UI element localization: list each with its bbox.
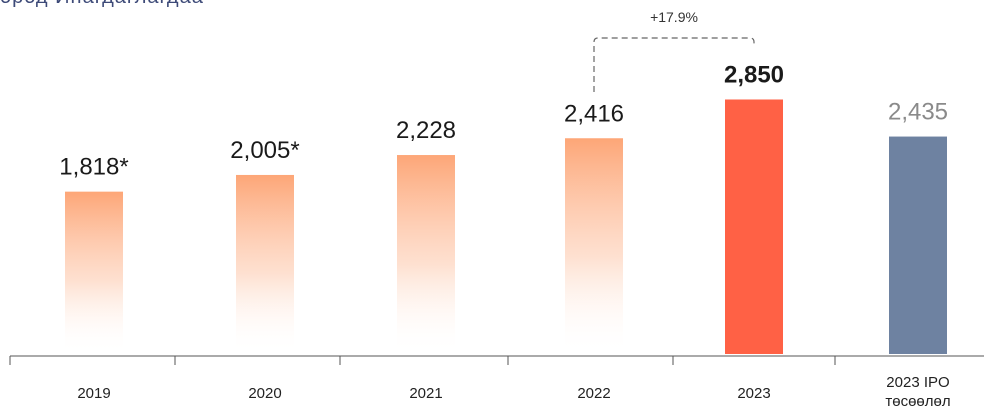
growth-bracket bbox=[593, 37, 755, 92]
x-tick-label: 2023 bbox=[737, 385, 770, 402]
x-tick-label: 2020 bbox=[248, 385, 281, 402]
value-label-2022: 2,416 bbox=[564, 100, 624, 127]
bar-2019 bbox=[65, 191, 123, 354]
x-tick-label: 2022 bbox=[577, 385, 610, 402]
bar-2020 bbox=[236, 174, 294, 354]
growth-annotation-label: +17.9% bbox=[650, 9, 698, 25]
x-tick-label: 2019 bbox=[77, 385, 110, 402]
x-tick-label: 2021 bbox=[409, 385, 442, 402]
value-label-2023-ipo-төсөөлөл: 2,435 bbox=[888, 99, 948, 126]
value-label-2023: 2,850 bbox=[724, 61, 784, 88]
x-tick-label: 2023 IPO төсөөлөл bbox=[885, 374, 950, 409]
value-label-2020: 2,005* bbox=[230, 137, 299, 164]
value-label-2019: 1,818* bbox=[59, 154, 128, 181]
bar-2023 bbox=[725, 99, 783, 355]
bar-2023-ipo-төсөөлөл bbox=[889, 136, 947, 354]
chart-title-fragment: ород Инагдаглагдаа bbox=[0, 0, 204, 9]
bar-2022 bbox=[565, 138, 623, 354]
value-label-2021: 2,228 bbox=[396, 117, 456, 144]
bar-2021 bbox=[397, 155, 455, 354]
